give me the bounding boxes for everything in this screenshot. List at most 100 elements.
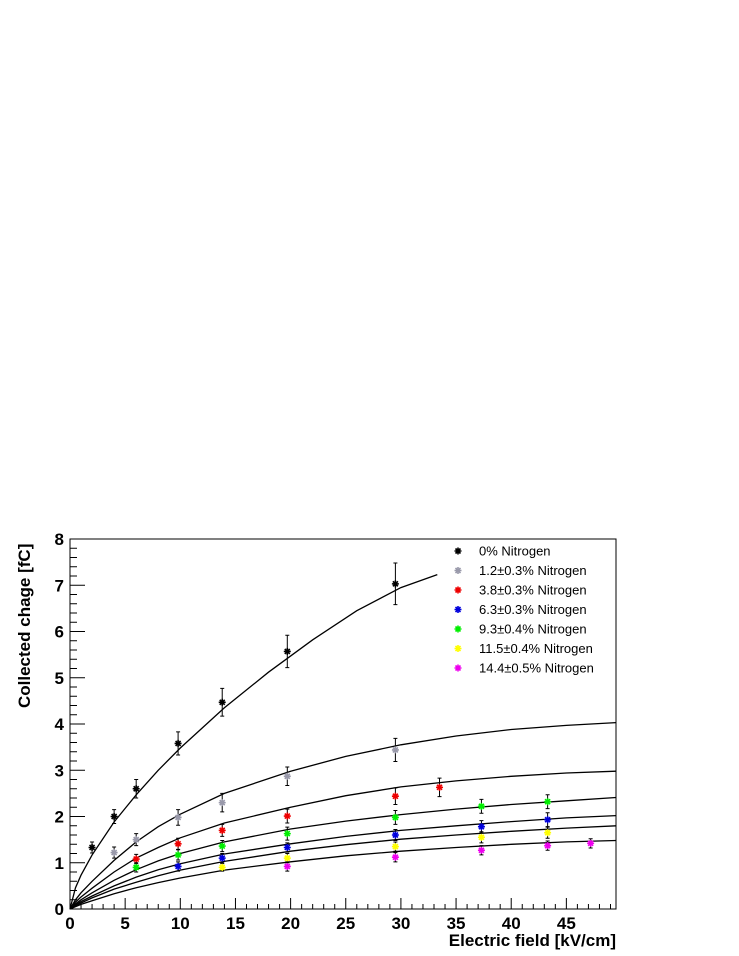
legend-label: 1.2±0.3% Nitrogen (479, 563, 587, 578)
point-marker (174, 739, 182, 747)
data-point (218, 823, 226, 837)
point-marker (132, 855, 140, 863)
point-marker (544, 798, 552, 806)
point-marker (218, 698, 226, 706)
data-point (544, 840, 552, 851)
legend-item: 9.3±0.4% Nitrogen (454, 622, 587, 637)
point-marker (391, 831, 399, 839)
data-point (477, 798, 485, 814)
fit-curve (69, 770, 617, 910)
legend-marker (454, 586, 462, 594)
data-point (391, 841, 399, 852)
x-tick-label: 30 (391, 914, 410, 933)
point-marker (174, 840, 182, 848)
point-marker (544, 829, 552, 837)
point-marker (218, 842, 226, 850)
data-point (391, 562, 399, 606)
point-marker (174, 813, 182, 821)
data-point (88, 841, 96, 854)
data-point (477, 831, 485, 844)
y-tick-label: 2 (55, 808, 64, 827)
y-tick-label: 8 (55, 530, 64, 549)
legend: 0% Nitrogen 1.2±0.3% Nitrogen 3.8±0.3% Nit… (454, 544, 594, 676)
point-marker (477, 833, 485, 841)
data-point (218, 687, 226, 717)
legend-label: 11.5±0.4% Nitrogen (479, 641, 593, 656)
fit-curve (69, 825, 617, 910)
legend-marker (454, 547, 462, 555)
legend-marker (454, 606, 462, 613)
point-marker (283, 830, 291, 838)
point-marker (477, 846, 485, 854)
point-marker (218, 854, 226, 862)
fit-curve (69, 839, 617, 910)
point-marker (436, 783, 444, 791)
legend-item: 11.5±0.4% Nitrogen (454, 641, 593, 656)
y-tick-label: 6 (55, 623, 64, 642)
x-tick-label: 20 (281, 914, 300, 933)
legend-item: 0% Nitrogen (454, 544, 551, 559)
data-point (174, 861, 182, 872)
legend-label: 6.3±0.3% Nitrogen (479, 602, 587, 617)
point-marker (110, 849, 118, 857)
point-marker (283, 862, 291, 870)
point-marker (283, 843, 291, 851)
y-tick-label: 7 (55, 576, 64, 595)
y-tick-label: 4 (55, 715, 65, 734)
point-marker (544, 842, 552, 850)
data-point (477, 820, 485, 834)
y-tick-label: 0 (55, 900, 64, 919)
point-marker (477, 823, 485, 831)
data-point (218, 840, 226, 853)
data-point (283, 842, 291, 853)
point-marker (88, 843, 96, 851)
x-tick-label: 25 (336, 914, 355, 933)
point-marker (218, 799, 226, 807)
data-point (132, 862, 140, 873)
x-axis-title: Electric field [kV/cm] (449, 931, 616, 950)
y-tick-label: 5 (55, 669, 64, 688)
point-marker (174, 851, 182, 859)
point-marker (391, 813, 399, 821)
fit-curves (69, 573, 617, 910)
data-point (283, 634, 291, 669)
point-marker (132, 836, 140, 844)
point-marker (218, 863, 226, 871)
y-axis-title: Collected chage [fC] (15, 544, 34, 708)
data-point (110, 846, 118, 859)
point-marker (132, 785, 140, 793)
data-point (283, 826, 291, 841)
point-marker (391, 746, 399, 754)
point-marker (110, 813, 118, 820)
point-marker (391, 792, 399, 800)
data-point (544, 812, 552, 828)
x-tick-label: 0 (65, 914, 74, 933)
data-point (587, 838, 595, 849)
data-point (110, 809, 118, 824)
x-tick-label: 5 (120, 914, 129, 933)
data-point (544, 794, 552, 810)
data-point (174, 731, 182, 756)
data-point (218, 853, 226, 864)
data-point (391, 809, 399, 825)
x-tick-label: 15 (226, 914, 245, 933)
legend-marker (454, 664, 462, 672)
legend-label: 3.8±0.3% Nitrogen (479, 583, 587, 598)
y-tick-label: 1 (55, 854, 64, 873)
data-point (391, 737, 399, 762)
data-point (174, 809, 182, 826)
legend-marker (454, 625, 462, 633)
data-point (391, 787, 399, 805)
point-marker (283, 812, 291, 820)
data-point (174, 849, 182, 861)
point-marker (391, 853, 399, 861)
point-marker (283, 854, 291, 862)
point-marker (544, 816, 552, 824)
legend-marker (454, 567, 462, 574)
point-marker (283, 647, 291, 655)
point-marker (218, 826, 226, 834)
legend-item: 1.2±0.3% Nitrogen (454, 563, 587, 578)
legend-label: 0% Nitrogen (479, 544, 551, 559)
data-point (218, 863, 226, 872)
